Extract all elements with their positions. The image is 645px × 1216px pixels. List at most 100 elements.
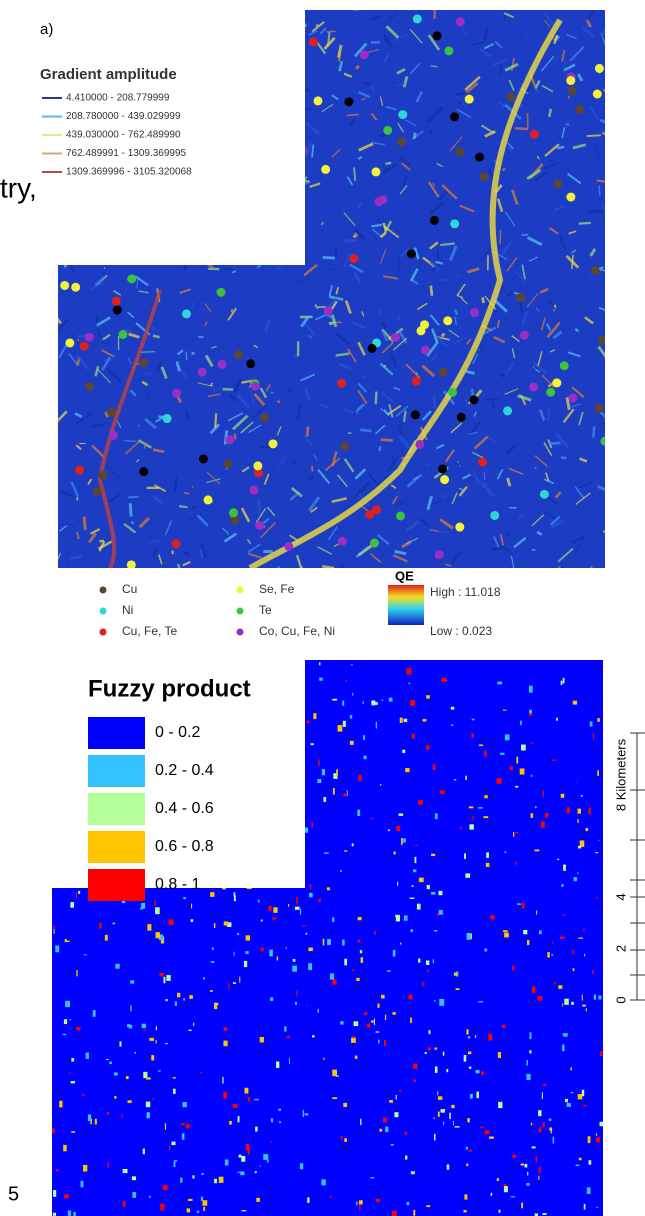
- speckle: [367, 1023, 370, 1027]
- speckle: [363, 701, 364, 704]
- speckle: [374, 1018, 375, 1024]
- texture: [50, 278, 57, 285]
- speckle: [529, 1050, 531, 1053]
- speckle: [214, 1003, 217, 1009]
- speckle: [200, 1072, 202, 1073]
- sample-point: [139, 467, 148, 476]
- speckle: [300, 909, 301, 915]
- speckle: [214, 923, 215, 928]
- speckle: [425, 1052, 427, 1054]
- speckle: [463, 1210, 466, 1212]
- speckle: [303, 827, 308, 832]
- fuzzy-title: Fuzzy product: [88, 675, 251, 702]
- speckle: [267, 1160, 269, 1163]
- speckle: [373, 702, 378, 705]
- sample-point: [478, 458, 487, 467]
- texture: [236, 84, 251, 98]
- speckle: [294, 671, 299, 674]
- sample-point: [313, 96, 322, 105]
- speckle: [358, 775, 361, 782]
- speckle: [143, 1072, 147, 1078]
- speckle: [261, 919, 263, 921]
- speckle: [234, 895, 236, 901]
- speckle: [481, 1071, 484, 1075]
- speckle: [382, 700, 383, 702]
- speckle: [543, 1122, 545, 1128]
- speckle: [71, 1058, 74, 1062]
- speckle: [332, 979, 336, 984]
- speckle: [498, 1052, 501, 1058]
- speckle: [562, 1045, 565, 1052]
- speckle: [130, 1005, 131, 1011]
- speckle: [52, 1129, 55, 1134]
- speckle: [435, 813, 438, 819]
- speckle: [282, 764, 285, 769]
- speckle: [224, 1027, 228, 1031]
- speckle: [84, 882, 87, 888]
- sample-point: [433, 31, 442, 40]
- speckle: [427, 885, 430, 889]
- speckle: [465, 776, 467, 780]
- speckle: [381, 995, 385, 999]
- speckle: [410, 1017, 412, 1023]
- texture: [561, 457, 566, 458]
- texture: [171, 14, 174, 20]
- speckle: [520, 768, 525, 774]
- speckle: [55, 945, 59, 952]
- sample-point: [448, 388, 457, 397]
- speckle: [405, 1156, 407, 1160]
- texture: [120, 222, 128, 234]
- texture: [194, 222, 195, 235]
- speckle: [151, 861, 156, 868]
- speckle: [313, 713, 316, 719]
- speckle: [586, 1008, 587, 1011]
- speckle: [361, 957, 363, 963]
- speckle: [132, 1192, 136, 1198]
- speckle: [552, 942, 553, 944]
- speckle: [562, 1003, 563, 1006]
- texture: [252, 212, 256, 215]
- texture: [239, 68, 252, 72]
- speckle: [256, 765, 259, 770]
- speckle: [400, 718, 403, 723]
- qe-high: High : 11.018: [430, 585, 501, 599]
- speckle: [497, 682, 502, 685]
- sample-point: [591, 266, 600, 275]
- speckle: [156, 829, 159, 834]
- speckle: [391, 1144, 394, 1146]
- speckle: [322, 769, 325, 775]
- speckle: [68, 708, 72, 712]
- speckle: [578, 937, 583, 938]
- speckle: [182, 1133, 185, 1139]
- speckle: [582, 995, 583, 1001]
- texture: [298, 214, 304, 224]
- speckle: [355, 1056, 357, 1059]
- speckle: [60, 728, 63, 730]
- texture: [182, 212, 183, 217]
- sample-point: [139, 358, 148, 367]
- speckle: [451, 707, 455, 710]
- speckle: [250, 764, 254, 767]
- speckle: [155, 907, 160, 914]
- speckle: [526, 1060, 528, 1065]
- speckle: [174, 1161, 176, 1167]
- speckle: [526, 1183, 529, 1186]
- speckle: [585, 828, 588, 831]
- speckle: [214, 1179, 217, 1183]
- texture: [276, 259, 286, 266]
- speckle: [527, 940, 529, 945]
- speckle: [158, 1070, 160, 1071]
- speckle: [218, 794, 220, 799]
- texture: [392, 455, 393, 464]
- speckle: [74, 775, 79, 778]
- speckle: [397, 882, 398, 886]
- speckle: [296, 897, 298, 904]
- speckle: [598, 996, 601, 1000]
- speckle: [291, 883, 295, 886]
- speckle: [189, 995, 193, 999]
- sample-point: [568, 86, 577, 95]
- speckle: [587, 1187, 591, 1194]
- sample-point: [109, 30, 118, 39]
- sample-point: [75, 466, 84, 475]
- texture: [211, 242, 212, 254]
